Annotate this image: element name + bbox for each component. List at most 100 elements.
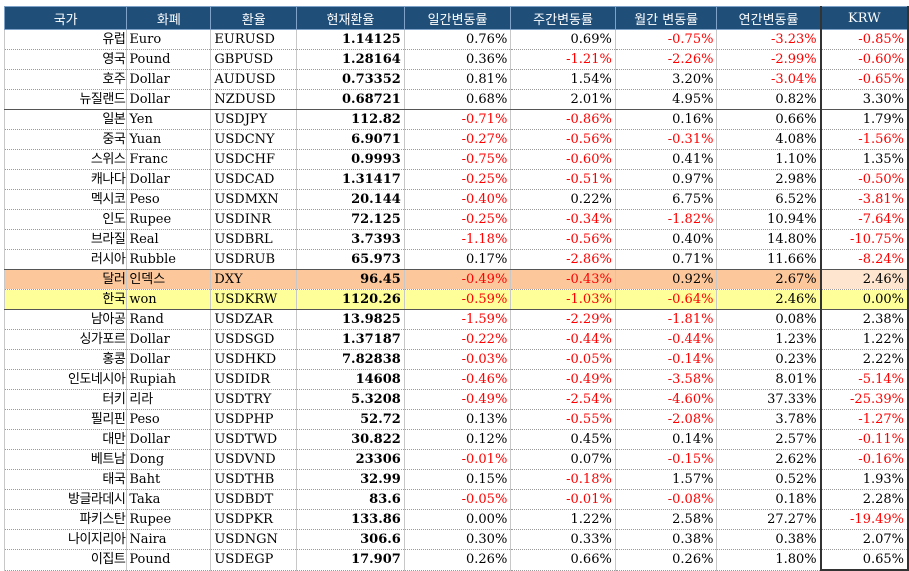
symbol-cell[interactable]: USDNGN bbox=[210, 529, 298, 550]
daily-change-cell[interactable]: -0.71% bbox=[403, 109, 512, 130]
currency-cell[interactable]: Dollar bbox=[126, 429, 212, 450]
country-cell[interactable]: 필리핀 bbox=[3, 409, 128, 430]
daily-change-cell[interactable]: -0.40% bbox=[403, 189, 512, 210]
monthly-change-cell[interactable]: 0.40% bbox=[614, 229, 718, 250]
krw-change-cell[interactable]: -0.50% bbox=[819, 169, 909, 190]
header-krw[interactable]: KRW bbox=[819, 6, 909, 30]
weekly-change-cell[interactable]: -2.29% bbox=[510, 309, 616, 330]
daily-change-cell[interactable]: 0.26% bbox=[403, 549, 512, 571]
currency-cell[interactable]: Rand bbox=[126, 309, 212, 330]
krw-change-cell[interactable]: -19.49% bbox=[819, 509, 909, 530]
weekly-change-cell[interactable]: 2.01% bbox=[510, 89, 616, 110]
currency-cell[interactable]: Dollar bbox=[126, 89, 212, 110]
yearly-change-cell[interactable]: -2.99% bbox=[716, 49, 822, 70]
weekly-change-cell[interactable]: -0.49% bbox=[510, 369, 616, 390]
monthly-change-cell[interactable]: -0.75% bbox=[614, 29, 718, 50]
monthly-change-cell[interactable]: 0.16% bbox=[614, 109, 718, 130]
symbol-cell[interactable]: USDBDT bbox=[210, 489, 298, 510]
country-cell[interactable]: 남아공 bbox=[3, 309, 128, 330]
country-cell[interactable]: 캐나다 bbox=[3, 169, 128, 190]
monthly-change-cell[interactable]: 3.20% bbox=[614, 69, 718, 90]
yearly-change-cell[interactable]: 27.27% bbox=[716, 509, 822, 530]
rate-cell[interactable]: 32.99 bbox=[296, 469, 405, 490]
country-cell[interactable]: 홍콩 bbox=[3, 349, 128, 370]
weekly-change-cell[interactable]: -2.86% bbox=[510, 249, 616, 270]
currency-cell[interactable]: Euro bbox=[126, 29, 212, 50]
currency-cell[interactable]: Peso bbox=[126, 189, 212, 210]
krw-change-cell[interactable]: 0.65% bbox=[819, 549, 909, 571]
monthly-change-cell[interactable]: -0.14% bbox=[614, 349, 718, 370]
monthly-change-cell[interactable]: 0.41% bbox=[614, 149, 718, 170]
krw-change-cell[interactable]: 1.93% bbox=[819, 469, 909, 490]
yearly-change-cell[interactable]: 3.78% bbox=[716, 409, 822, 430]
yearly-change-cell[interactable]: 0.38% bbox=[716, 529, 822, 550]
rate-cell[interactable]: 20.144 bbox=[296, 189, 405, 210]
header-country[interactable]: 국가 bbox=[3, 6, 128, 30]
krw-change-cell[interactable]: -0.11% bbox=[819, 429, 909, 450]
daily-change-cell[interactable]: -0.46% bbox=[403, 369, 512, 390]
rate-cell[interactable]: 6.9071 bbox=[296, 129, 405, 150]
weekly-change-cell[interactable]: 0.66% bbox=[510, 549, 616, 571]
symbol-cell[interactable]: USDCNY bbox=[210, 129, 298, 150]
daily-change-cell[interactable]: 0.30% bbox=[403, 529, 512, 550]
country-cell[interactable]: 스위스 bbox=[3, 149, 128, 170]
country-cell[interactable]: 방글라데시 bbox=[3, 489, 128, 510]
symbol-cell[interactable]: USDTHB bbox=[210, 469, 298, 490]
krw-change-cell[interactable]: -7.64% bbox=[819, 209, 909, 230]
daily-change-cell[interactable]: 0.81% bbox=[403, 69, 512, 90]
yearly-change-cell[interactable]: 1.80% bbox=[716, 549, 822, 571]
country-cell[interactable]: 파키스탄 bbox=[3, 509, 128, 530]
currency-cell[interactable]: Rupiah bbox=[126, 369, 212, 390]
country-cell[interactable]: 나이지리아 bbox=[3, 529, 128, 550]
yearly-change-cell[interactable]: 2.46% bbox=[716, 289, 822, 310]
weekly-change-cell[interactable]: -0.18% bbox=[510, 469, 616, 490]
monthly-change-cell[interactable]: -1.81% bbox=[614, 309, 718, 330]
symbol-cell[interactable]: USDCHF bbox=[210, 149, 298, 170]
weekly-change-cell[interactable]: -0.44% bbox=[510, 329, 616, 350]
weekly-change-cell[interactable]: -0.05% bbox=[510, 349, 616, 370]
krw-change-cell[interactable]: 1.22% bbox=[819, 329, 909, 350]
weekly-change-cell[interactable]: 0.33% bbox=[510, 529, 616, 550]
monthly-change-cell[interactable]: -1.82% bbox=[614, 209, 718, 230]
krw-change-cell[interactable]: -10.75% bbox=[819, 229, 909, 250]
country-cell[interactable]: 중국 bbox=[3, 129, 128, 150]
monthly-change-cell[interactable]: 0.26% bbox=[614, 549, 718, 571]
krw-change-cell[interactable]: 2.46% bbox=[819, 269, 909, 290]
yearly-change-cell[interactable]: 2.62% bbox=[716, 449, 822, 470]
symbol-cell[interactable]: USDRUB bbox=[210, 249, 298, 270]
weekly-change-cell[interactable]: -0.60% bbox=[510, 149, 616, 170]
symbol-cell[interactable]: USDEGP bbox=[210, 549, 298, 571]
country-cell[interactable]: 영국 bbox=[3, 49, 128, 70]
rate-cell[interactable]: 96.45 bbox=[296, 269, 405, 290]
symbol-cell[interactable]: USDSGD bbox=[210, 329, 298, 350]
krw-change-cell[interactable]: 2.28% bbox=[819, 489, 909, 510]
currency-cell[interactable]: Dollar bbox=[126, 329, 212, 350]
symbol-cell[interactable]: USDMXN bbox=[210, 189, 298, 210]
header-rate[interactable]: 현재환율 bbox=[296, 6, 405, 30]
weekly-change-cell[interactable]: -0.86% bbox=[510, 109, 616, 130]
krw-change-cell[interactable]: -8.24% bbox=[819, 249, 909, 270]
krw-change-cell[interactable]: -0.16% bbox=[819, 449, 909, 470]
currency-cell[interactable]: Dong bbox=[126, 449, 212, 470]
rate-cell[interactable]: 0.73352 bbox=[296, 69, 405, 90]
weekly-change-cell[interactable]: -2.54% bbox=[510, 389, 616, 410]
rate-cell[interactable]: 306.6 bbox=[296, 529, 405, 550]
weekly-change-cell[interactable]: 0.45% bbox=[510, 429, 616, 450]
symbol-cell[interactable]: USDZAR bbox=[210, 309, 298, 330]
symbol-cell[interactable]: USDJPY bbox=[210, 109, 298, 130]
yearly-change-cell[interactable]: 0.52% bbox=[716, 469, 822, 490]
rate-cell[interactable]: 0.68721 bbox=[296, 89, 405, 110]
monthly-change-cell[interactable]: 0.71% bbox=[614, 249, 718, 270]
currency-cell[interactable]: Dollar bbox=[126, 349, 212, 370]
rate-cell[interactable]: 65.973 bbox=[296, 249, 405, 270]
header-currency[interactable]: 화폐 bbox=[126, 6, 212, 30]
krw-change-cell[interactable]: 2.07% bbox=[819, 529, 909, 550]
daily-change-cell[interactable]: 0.00% bbox=[403, 509, 512, 530]
rate-cell[interactable]: 0.9993 bbox=[296, 149, 405, 170]
symbol-cell[interactable]: GBPUSD bbox=[210, 49, 298, 70]
rate-cell[interactable]: 133.86 bbox=[296, 509, 405, 530]
monthly-change-cell[interactable]: -0.44% bbox=[614, 329, 718, 350]
country-cell[interactable]: 러시아 bbox=[3, 249, 128, 270]
daily-change-cell[interactable]: -0.25% bbox=[403, 209, 512, 230]
rate-cell[interactable]: 1.14125 bbox=[296, 29, 405, 50]
